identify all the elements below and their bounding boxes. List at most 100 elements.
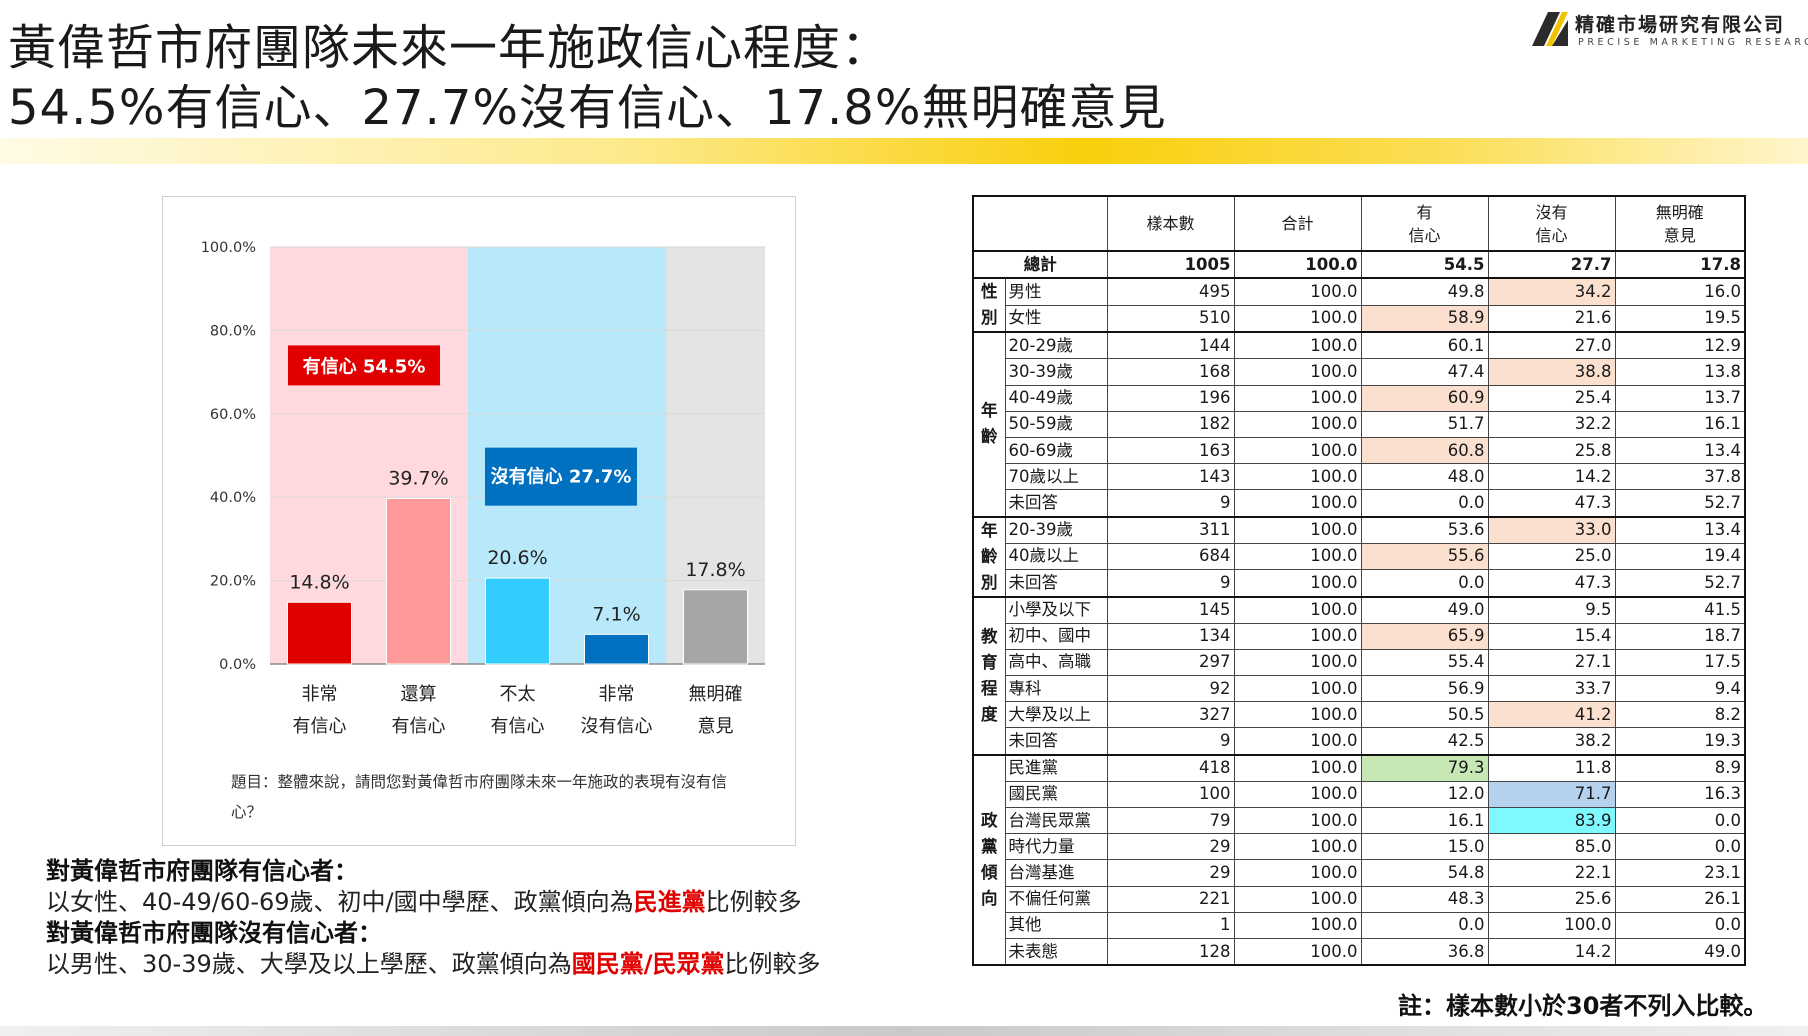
bar-chart: 0.0%20.0%40.0%60.0%80.0%100.0%14.8%非常有信心…	[201, 240, 765, 737]
table-cell: 0.0	[1614, 911, 1746, 939]
table-cell: 100.0	[1233, 727, 1362, 756]
not-confident-party: 國民黨/民眾黨	[571, 950, 725, 978]
table-cell: 34.2	[1487, 277, 1616, 306]
logo-company-name: 精確市場研究有限公司	[1575, 14, 1786, 36]
category-label: 還算	[401, 684, 437, 705]
table-cell: 9.4	[1614, 675, 1746, 703]
table-cell: 26.1	[1614, 885, 1746, 913]
table-cell: 100.0	[1233, 463, 1362, 491]
table-cell: 33.7	[1487, 675, 1616, 703]
table-cell: 143	[1106, 463, 1235, 491]
not-confident-total-box	[485, 447, 637, 506]
confident-note-body: 以女性、40-49/60-69歲、初中/國中學歷、政黨傾向為民進黨比例較多	[46, 888, 802, 916]
category-label: 有信心	[392, 716, 446, 737]
table-header-cell: 有信心	[1360, 195, 1489, 252]
table-cell: 8.9	[1614, 754, 1746, 782]
row-label: 20-39歲	[1004, 516, 1108, 544]
row-label: 高中、高職	[1004, 648, 1108, 677]
category-label: 意見	[698, 716, 734, 737]
row-label: 國民黨	[1004, 780, 1108, 809]
table-cell: 56.9	[1360, 675, 1489, 703]
table-cell: 22.1	[1487, 859, 1616, 887]
table-row: 大學及以上 327 100.0 50.5 41.2 8.2	[973, 701, 1746, 729]
table-cell: 100.0	[1233, 937, 1362, 966]
table-row: 不偏任何黨 221 100.0 48.3 25.6 26.1	[973, 885, 1746, 913]
bottom-divider	[0, 1026, 1808, 1036]
table-cell: 100.0	[1233, 384, 1362, 412]
category-label: 非常	[599, 684, 635, 705]
table-cell: 100.0	[1233, 675, 1362, 703]
row-label: 30-39歲	[1004, 358, 1108, 386]
table-row: 高中、高職 297 100.0 55.4 27.1 17.5	[973, 648, 1746, 677]
category-label: 有信心	[293, 716, 347, 737]
table-cell: 47.3	[1487, 489, 1616, 517]
group-label: 政黨傾向	[972, 754, 1006, 966]
table-cell: 15.0	[1360, 833, 1489, 861]
table-cell: 55.6	[1360, 542, 1489, 571]
table-cell: 29	[1106, 833, 1235, 861]
table-cell: 71.7	[1487, 780, 1616, 809]
crosstab-table: 樣本數 合計有信心 沒有 信心 無明確 意見 總計 1005 100.0 54.5 27.7 17.…	[972, 195, 1746, 967]
zone-background-0	[270, 247, 369, 664]
table-cell: 100.0	[1233, 806, 1362, 835]
table-row: 時代力量 29 100.0 15.0 85.0 0.0	[973, 833, 1746, 861]
row-label: 未回答	[1004, 727, 1108, 756]
table-row: 年齡別 20-39歲 311 100.0 53.6 33.0 13.4	[972, 516, 1746, 597]
table-cell: 100.0	[1233, 701, 1362, 729]
table-cell: 65.9	[1360, 622, 1489, 650]
table-cell: 100.0	[1233, 277, 1362, 306]
table-cell: 221	[1106, 885, 1235, 913]
table-cell: 100.0	[1233, 648, 1362, 677]
table-cell: 100.0	[1233, 542, 1362, 571]
table-cell: 23.1	[1614, 859, 1746, 887]
logo-mark-icon	[1532, 12, 1568, 46]
table-row: 未回答 9 100.0 0.0 47.3 52.7	[973, 489, 1746, 517]
bar-2	[485, 577, 550, 665]
table-cell: 21.6	[1487, 304, 1616, 333]
y-tick-label: 0.0%	[219, 657, 256, 673]
row-label: 台灣基進	[1004, 859, 1108, 887]
table-cell: 17.5	[1614, 648, 1746, 677]
bar-value-label: 7.1%	[592, 603, 640, 625]
table-cell: 0.0	[1614, 806, 1746, 835]
y-tick-label: 40.0%	[210, 490, 256, 506]
group-label: 年齡別	[972, 516, 1006, 597]
table-row: 其他 1 100.0 0.0 100.0 0.0	[973, 911, 1746, 939]
table-cell: 8.2	[1614, 701, 1746, 729]
table-cell: 58.9	[1360, 304, 1489, 333]
table-cell: 0.0	[1360, 489, 1489, 517]
confident-total-label: 有信心 54.5%	[303, 355, 426, 377]
table-cell: 27.1	[1487, 648, 1616, 677]
table-cell: 48.3	[1360, 885, 1489, 913]
table-cell: 16.1	[1614, 410, 1746, 438]
row-label: 時代力量	[1004, 833, 1108, 861]
table-row: 40-49歲 196 100.0 60.9 25.4 13.7	[973, 384, 1746, 412]
table-cell: 55.4	[1360, 648, 1489, 677]
table-cell: 128	[1106, 937, 1235, 966]
table-cell: 29	[1106, 859, 1235, 887]
table-cell: 311	[1106, 516, 1235, 544]
table-row: 年齡 20-29歲 144 100.0 60.1 27.0 12.9	[972, 331, 1746, 518]
not-confident-total-label: 沒有信心 27.7%	[491, 466, 632, 488]
category-label: 非常	[302, 684, 338, 705]
table-total-row: 總計 1005 100.0 54.5 27.7 17.8	[972, 250, 1746, 280]
table-cell: 495	[1106, 277, 1235, 306]
row-label: 未表態	[1004, 937, 1108, 966]
table-cell: 100.0	[1233, 489, 1362, 517]
table-row: 初中、國中 134 100.0 65.9 15.4 18.7	[973, 622, 1746, 650]
table-header-row: 樣本數 合計有信心 沒有 信心 無明確 意見	[972, 195, 1746, 252]
bar-4	[683, 589, 748, 665]
bar-1	[386, 497, 451, 665]
bar-0	[287, 601, 352, 665]
table-cell: 163	[1106, 436, 1235, 465]
table-cell: 100.0	[1233, 885, 1362, 913]
table-cell: 52.7	[1614, 489, 1746, 517]
table-cell: 54.5	[1360, 250, 1489, 280]
table-row: 台灣民眾黨 79 100.0 16.1 83.9 0.0	[973, 806, 1746, 835]
confident-total-box	[288, 345, 440, 386]
table-cell: 13.4	[1614, 516, 1746, 544]
table-row: 70歲以上 143 100.0 48.0 14.2 37.8	[973, 463, 1746, 491]
footnote: 註：樣本數小於30者不列入比較。	[1398, 992, 1768, 1020]
table-cell: 1	[1106, 911, 1235, 939]
table-cell: 79	[1106, 806, 1235, 835]
